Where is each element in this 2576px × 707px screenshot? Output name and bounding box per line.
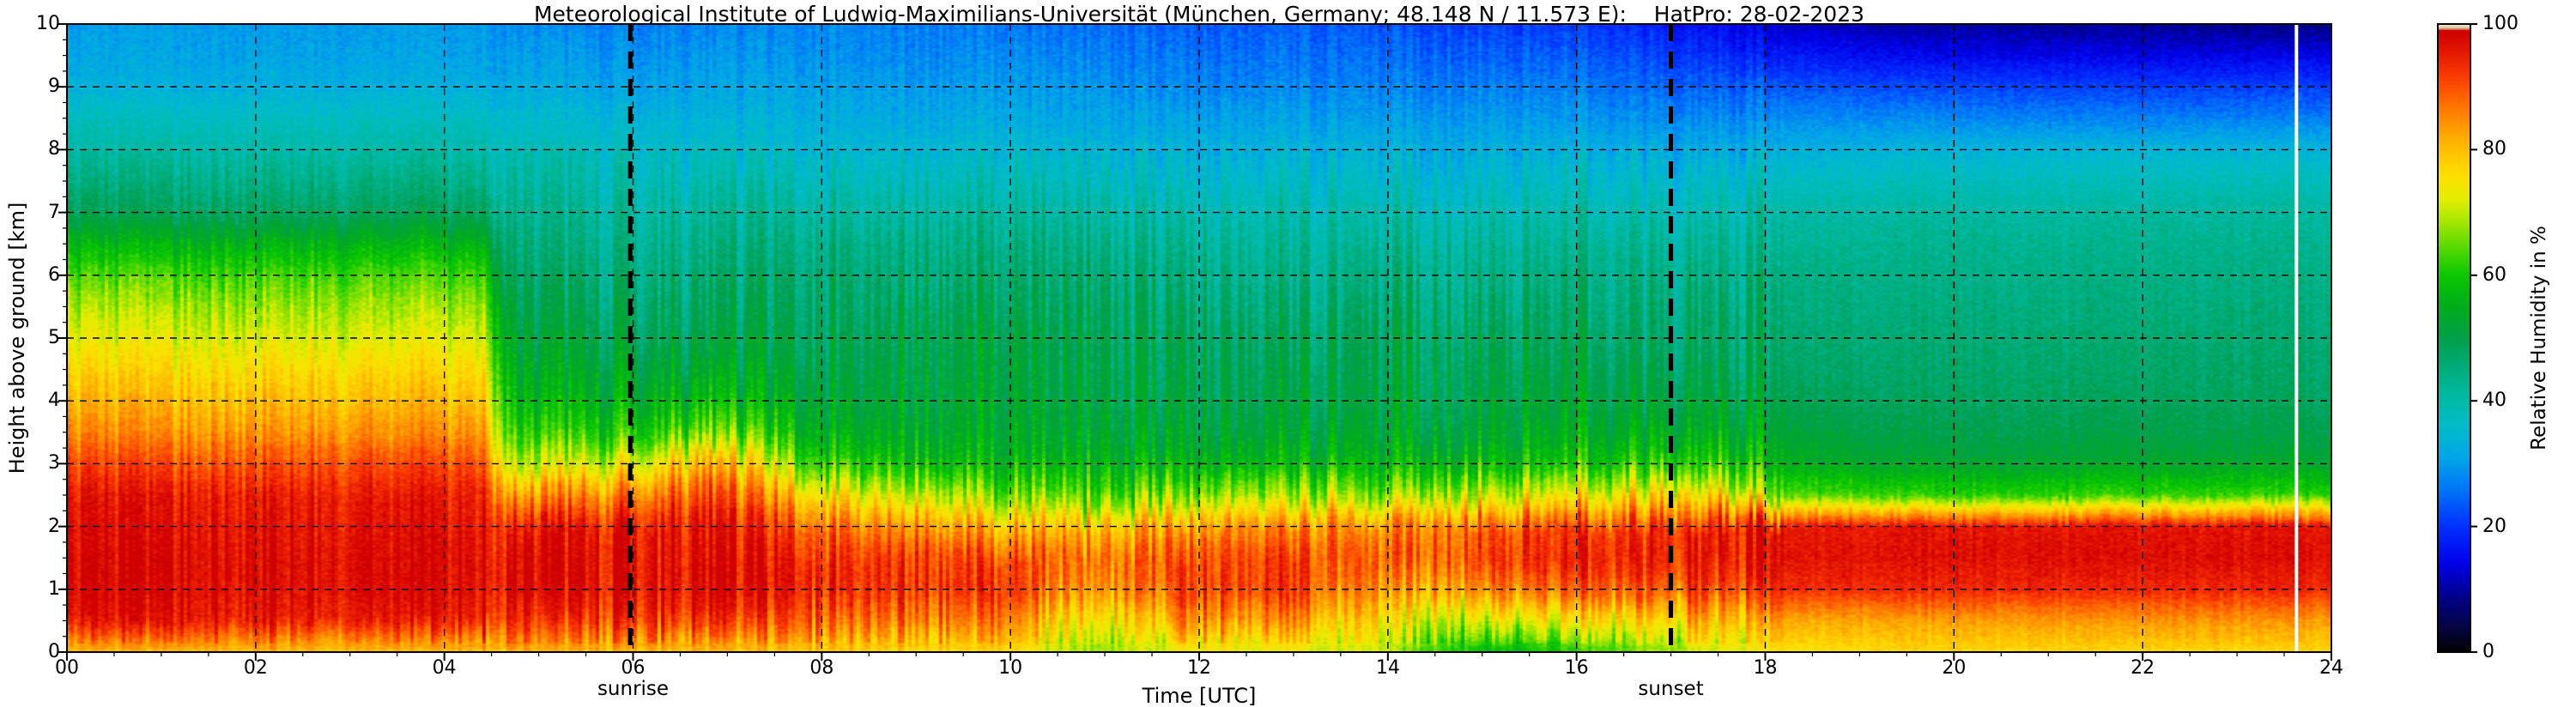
y-tick-label: 2 (48, 515, 60, 537)
y-tick-label: 4 (48, 390, 60, 412)
colorbar-tick-label: 20 (2482, 515, 2506, 537)
y-tick-label: 9 (48, 76, 60, 98)
colorbar-tick-label: 100 (2482, 13, 2518, 34)
colorbar-tick-label: 0 (2482, 641, 2494, 662)
y-tick-label: 5 (48, 327, 60, 348)
x-tick-label: 22 (2131, 657, 2155, 679)
sunset-label: sunset (1638, 678, 1704, 700)
y-tick-label: 0 (48, 641, 60, 662)
colorbar-tick-label: 80 (2482, 138, 2506, 160)
x-tick-label: 02 (243, 657, 268, 679)
x-tick-label: 12 (1187, 657, 1211, 679)
humidity-heatmap-canvas (67, 24, 2331, 652)
y-tick-label: 6 (48, 263, 60, 286)
x-tick-label: 18 (1753, 657, 1778, 679)
x-tick-label: 00 (55, 657, 79, 679)
x-axis-label: Time [UTC] (1142, 684, 1257, 707)
y-tick-label: 10 (36, 13, 60, 34)
y-tick-label: 7 (48, 201, 60, 223)
colorbar-label: Relative Humidity in % (2528, 226, 2550, 450)
colorbar-tick-label: 60 (2482, 263, 2506, 286)
x-tick-label: 20 (1942, 657, 1967, 679)
x-tick-label: 04 (432, 657, 457, 679)
x-tick-label: 06 (621, 657, 646, 679)
x-tick-label: 08 (809, 657, 834, 679)
x-tick-label: 16 (1564, 657, 1589, 679)
sunrise-label: sunrise (597, 678, 670, 700)
x-tick-label: 24 (2319, 657, 2343, 679)
y-tick-label: 1 (48, 577, 60, 600)
x-tick-label: 10 (998, 657, 1023, 679)
chart-title: Meteorological Institute of Ludwig-Maxim… (533, 2, 1865, 27)
x-tick-label: 14 (1375, 657, 1400, 679)
colorbar-tick-label: 40 (2482, 390, 2506, 412)
y-tick-label: 8 (48, 138, 60, 160)
colorbar-gradient (2438, 24, 2470, 652)
y-tick-label: 3 (48, 452, 60, 474)
